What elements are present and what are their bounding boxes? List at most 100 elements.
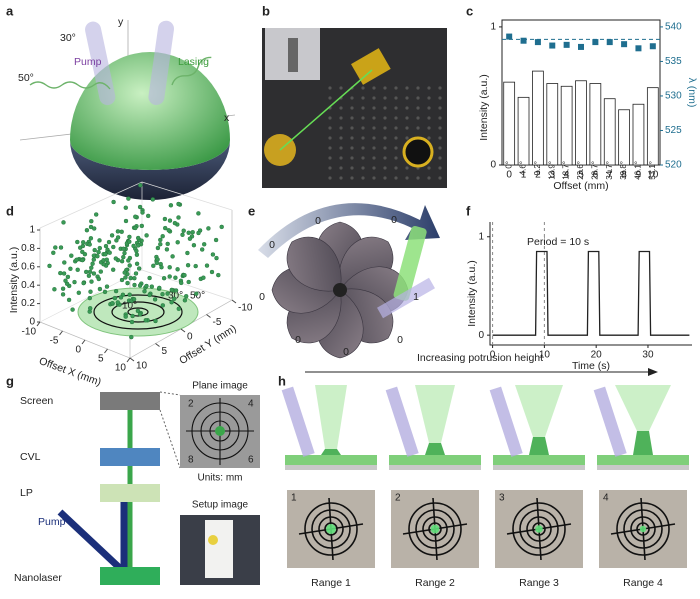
hole	[372, 136, 376, 140]
scatter-point	[86, 273, 92, 278]
scatter-point	[127, 239, 132, 244]
y-tick-label: 1	[490, 22, 496, 33]
angle-label: 10°	[122, 301, 137, 312]
scatter-point	[173, 275, 178, 280]
protrusion	[633, 431, 653, 455]
target-ring	[415, 509, 455, 549]
scatter-point	[115, 229, 121, 234]
x-axis-label: Offset X (mm)	[37, 355, 102, 389]
hole	[328, 156, 332, 160]
hole	[361, 136, 365, 140]
z-tick-label: 0	[29, 317, 35, 328]
hole	[416, 126, 420, 130]
scatter-point	[87, 306, 93, 311]
z-tick-label: 1	[29, 225, 35, 236]
point	[592, 39, 599, 46]
scatter-point	[155, 245, 161, 251]
y-tick	[129, 357, 135, 362]
x-tick-label: 0	[75, 345, 81, 356]
panel-letter: e	[248, 203, 255, 218]
photo-number: 3	[499, 493, 505, 504]
scatter-point	[69, 253, 74, 258]
scatter-point	[181, 228, 186, 233]
label: Setup image	[192, 500, 249, 511]
hole	[372, 166, 376, 170]
hole	[383, 86, 387, 90]
hole	[383, 116, 387, 120]
bar	[618, 109, 630, 166]
scatter-point	[169, 287, 175, 293]
hole	[339, 166, 343, 170]
z-tick-label: 0.8	[21, 243, 35, 254]
panel-letter: a	[6, 3, 14, 18]
laser-spot	[535, 525, 543, 533]
scatter-point	[182, 273, 187, 278]
scatter-point	[97, 286, 103, 292]
hole	[438, 106, 442, 110]
lasing-wave	[171, 56, 212, 86]
scatter-point	[190, 229, 195, 235]
beam	[279, 69, 373, 151]
corner-label: 2	[188, 399, 194, 410]
scatter-point	[87, 242, 92, 247]
angle-label: 30°	[168, 291, 183, 302]
hole	[361, 86, 365, 90]
corner-label: 8	[188, 455, 194, 466]
scatter-point	[138, 182, 143, 188]
hole	[383, 126, 387, 130]
panel-h: Increasing potrusion height 1 Range 1 2 Ran…	[281, 352, 689, 589]
scatter-point	[131, 243, 136, 249]
substrate	[493, 455, 585, 465]
scatter-point	[96, 276, 102, 282]
scatter-point	[134, 248, 139, 254]
scatter-point	[62, 260, 67, 265]
scatter-point	[80, 257, 85, 263]
scatter-point	[128, 275, 133, 281]
bar	[589, 83, 602, 166]
x-tick	[104, 348, 108, 354]
scatter-point	[170, 254, 175, 259]
bar	[603, 98, 616, 166]
scatter-point	[196, 211, 201, 216]
scatter-point	[153, 318, 158, 324]
ring	[111, 301, 165, 323]
scatter-point	[102, 289, 108, 295]
scatter-point	[194, 291, 199, 296]
segment-label: 1	[413, 291, 419, 303]
detector	[402, 136, 434, 168]
pump-beam	[593, 386, 627, 457]
scatter-point	[154, 260, 160, 266]
hole	[339, 156, 343, 160]
scatter-point	[115, 235, 121, 240]
hole	[339, 146, 343, 150]
scatter-point	[123, 205, 129, 210]
x-tick-label: 20	[591, 350, 603, 361]
label: Pump	[38, 516, 66, 528]
hole	[361, 166, 365, 170]
scatter-point	[193, 263, 198, 269]
bar-value-label: 28.7°	[590, 161, 599, 180]
hole	[394, 116, 398, 120]
hole	[350, 106, 354, 110]
scatter-point	[158, 241, 163, 247]
y-tick	[231, 299, 237, 304]
hole	[328, 146, 332, 150]
hole	[361, 116, 365, 120]
arrow-head	[648, 368, 658, 376]
scatter-point	[88, 289, 93, 294]
hole	[372, 146, 376, 150]
scatter-point	[80, 243, 86, 249]
x-tick-label: -10	[22, 327, 37, 338]
scatter-point	[171, 296, 177, 301]
scatter-point	[162, 216, 168, 222]
substrate	[285, 455, 377, 465]
scatter-point	[127, 292, 132, 297]
bar	[632, 103, 645, 166]
hole	[405, 166, 409, 170]
scatter-point	[219, 224, 224, 230]
x-tick-label: 5	[578, 170, 584, 181]
scatter-point	[112, 295, 118, 301]
lasing-cone	[315, 385, 347, 449]
pump-beam	[57, 509, 127, 575]
